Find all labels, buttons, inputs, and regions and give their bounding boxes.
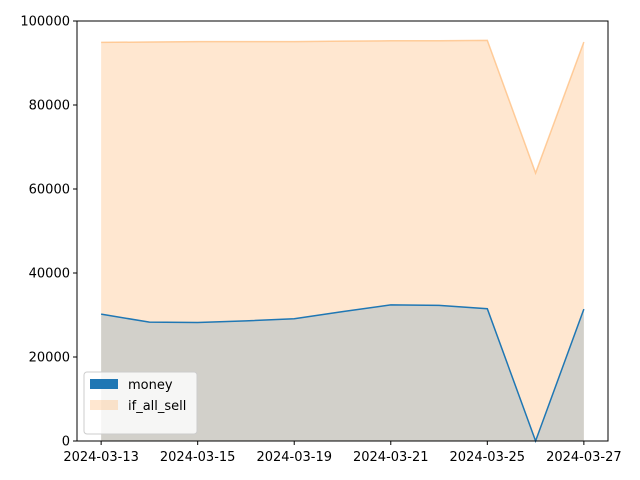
legend-swatch <box>90 400 118 410</box>
legend-swatch <box>90 379 118 389</box>
y-tick-label: 40000 <box>29 267 70 282</box>
area <box>101 40 584 441</box>
y-tick-label: 60000 <box>29 183 70 198</box>
x-tick-label: 2024-03-19 <box>256 450 332 465</box>
x-tick-label: 2024-03-13 <box>63 450 139 465</box>
x-tick-label: 2024-03-15 <box>160 450 236 465</box>
x-tick-label: 2024-03-27 <box>546 450 622 465</box>
plot-frame <box>76 20 609 442</box>
x-tick-label: 2024-03-21 <box>353 450 429 465</box>
legend: money if_all_sell <box>83 371 198 435</box>
legend-label: if_all_sell <box>128 399 186 414</box>
legend-label: money <box>128 378 173 393</box>
area <box>101 304 584 441</box>
y-tick-label: 100000 <box>20 15 70 30</box>
y-tick-label: 80000 <box>29 99 70 114</box>
line <box>101 39 585 176</box>
line <box>101 304 585 444</box>
x-tick-label: 2024-03-25 <box>450 450 526 465</box>
y-tick-label: 0 <box>62 435 70 450</box>
y-tick-label: 20000 <box>29 351 70 366</box>
